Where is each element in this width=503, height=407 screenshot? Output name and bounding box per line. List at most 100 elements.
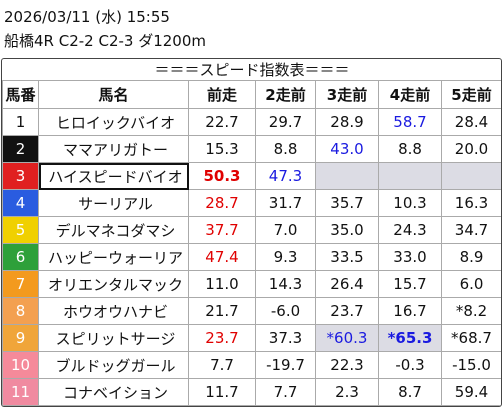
horse-name: コナベイション <box>38 378 189 406</box>
speed-index: 24.3 <box>378 216 442 244</box>
speed-index: 26.4 <box>315 270 379 298</box>
speed-index: 6.0 <box>441 270 501 298</box>
speed-index: 33.5 <box>315 243 379 271</box>
horse-number: 6 <box>2 243 39 271</box>
speed-index: 8.8 <box>378 135 442 163</box>
horse-name: スピリットサージ <box>38 324 189 352</box>
speed-index: *60.3 <box>315 324 379 352</box>
table-row: 10 ブルドッグガール 7.7 -19.7 22.3 -0.3 -15.0 <box>2 351 501 379</box>
horse-name: ブルドッグガール <box>38 351 189 379</box>
speed-index: 9.3 <box>255 243 316 271</box>
speed-index: 28.7 <box>188 189 256 217</box>
race-info: 船橋4R C2-2 C2-3 ダ1200m <box>4 32 207 50</box>
speed-index: 16.7 <box>378 297 442 325</box>
speed-index: 8.7 <box>378 378 442 406</box>
horse-name: ハッピーウォーリア <box>38 243 189 271</box>
table-row: 7 オリエンタルマック 11.0 14.3 26.4 15.7 6.0 <box>2 270 501 298</box>
speed-index: 35.7 <box>315 189 379 217</box>
speed-index: 22.7 <box>188 108 256 136</box>
horse-number: 5 <box>2 216 39 244</box>
speed-index: 35.0 <box>315 216 379 244</box>
speed-index: 29.7 <box>255 108 316 136</box>
horse-name: オリエンタルマック <box>38 270 189 298</box>
horse-number: 4 <box>2 189 39 217</box>
horse-name: サーリアル <box>38 189 189 217</box>
column-header: 馬名 <box>38 80 189 109</box>
speed-index <box>378 162 442 190</box>
speed-index: 37.7 <box>188 216 256 244</box>
speed-index: 21.7 <box>188 297 256 325</box>
table-row: 8 ホウオウハナビ 21.7 -6.0 23.7 16.7 *8.2 <box>2 297 501 325</box>
speed-index: *68.7 <box>441 324 501 352</box>
speed-index: 33.0 <box>378 243 442 271</box>
speed-index: 11.7 <box>188 378 256 406</box>
table-title: ＝＝＝スピード指数表＝＝＝ <box>2 59 501 81</box>
horse-number: 9 <box>2 324 39 352</box>
speed-index: 15.7 <box>378 270 442 298</box>
column-header: 3走前 <box>315 80 379 109</box>
speed-index: 8.9 <box>441 243 501 271</box>
column-header: 5走前 <box>441 80 501 109</box>
speed-index: 58.7 <box>378 108 442 136</box>
speed-index: 34.7 <box>441 216 501 244</box>
speed-index: 7.7 <box>188 351 256 379</box>
speed-index: *8.2 <box>441 297 501 325</box>
header-row: 馬番 馬名 前走 2走前 3走前 4走前 5走前 <box>2 80 501 109</box>
column-header: 2走前 <box>255 80 316 109</box>
horse-number: 3 <box>2 162 39 190</box>
horse-name: デルマネコダマシ <box>38 216 189 244</box>
speed-index: 37.3 <box>255 324 316 352</box>
table-body: ＝＝＝スピード指数表＝＝＝ 馬番 馬名 前走 2走前 3走前 4走前 5走前 1 ヒロイックバイ… <box>2 59 501 406</box>
speed-index: 16.3 <box>441 189 501 217</box>
speed-index <box>441 162 501 190</box>
table-row: 5 デルマネコダマシ 37.7 7.0 35.0 24.3 34.7 <box>2 216 501 244</box>
horse-number: 8 <box>2 297 39 325</box>
speed-index <box>315 162 379 190</box>
horse-number: 10 <box>2 351 39 379</box>
speed-index: 22.3 <box>315 351 379 379</box>
horse-name: ハイスピードバイオ <box>38 162 189 190</box>
table-row: 2 ママアリガトー 15.3 8.8 43.0 8.8 20.0 <box>2 135 501 163</box>
title-row: ＝＝＝スピード指数表＝＝＝ <box>2 59 501 81</box>
speed-index: 23.7 <box>315 297 379 325</box>
column-header: 前走 <box>188 80 256 109</box>
table-row: 1 ヒロイックバイオ 22.7 29.7 28.9 58.7 28.4 <box>2 108 501 136</box>
speed-index: 7.7 <box>255 378 316 406</box>
speed-index: 43.0 <box>315 135 379 163</box>
speed-index: 28.4 <box>441 108 501 136</box>
speed-index: 11.0 <box>188 270 256 298</box>
speed-index: 8.8 <box>255 135 316 163</box>
table-row: 11 コナベイション 11.7 7.7 2.3 8.7 59.4 <box>2 378 501 406</box>
table-row: 3 ハイスピードバイオ 50.3 47.3 <box>2 162 501 190</box>
horse-name: ママアリガトー <box>38 135 189 163</box>
speed-index: 28.9 <box>315 108 379 136</box>
speed-index: -19.7 <box>255 351 316 379</box>
speed-index: -15.0 <box>441 351 501 379</box>
speed-index: 50.3 <box>188 162 256 190</box>
speed-index: 14.3 <box>255 270 316 298</box>
horse-name: ヒロイックバイオ <box>38 108 189 136</box>
table-row: 4 サーリアル 28.7 31.7 35.7 10.3 16.3 <box>2 189 501 217</box>
speed-index: 47.4 <box>188 243 256 271</box>
speed-index: -0.3 <box>378 351 442 379</box>
horse-number: 1 <box>2 108 39 136</box>
column-header: 馬番 <box>2 80 39 109</box>
speed-table: ＝＝＝スピード指数表＝＝＝ 馬番 馬名 前走 2走前 3走前 4走前 5走前 1 ヒロイックバイ… <box>2 59 501 406</box>
table-row: 6 ハッピーウォーリア 47.4 9.3 33.5 33.0 8.9 <box>2 243 501 271</box>
speed-index: 31.7 <box>255 189 316 217</box>
speed-index: 47.3 <box>255 162 316 190</box>
speed-index: *65.3 <box>378 324 442 352</box>
speed-index: 20.0 <box>441 135 501 163</box>
speed-index: -6.0 <box>255 297 316 325</box>
table-frame: ＝＝＝スピード指数表＝＝＝ 馬番 馬名 前走 2走前 3走前 4走前 5走前 1 ヒロイックバイ… <box>1 58 502 407</box>
table-row: 9 スピリットサージ 23.7 37.3 *60.3 *65.3 *68.7 <box>2 324 501 352</box>
horse-number: 7 <box>2 270 39 298</box>
column-header: 4走前 <box>378 80 442 109</box>
speed-index: 2.3 <box>315 378 379 406</box>
date-time: 2026/03/11 (水) 15:55 <box>4 8 170 26</box>
speed-index: 23.7 <box>188 324 256 352</box>
speed-index: 59.4 <box>441 378 501 406</box>
speed-index: 15.3 <box>188 135 256 163</box>
speed-index: 10.3 <box>378 189 442 217</box>
